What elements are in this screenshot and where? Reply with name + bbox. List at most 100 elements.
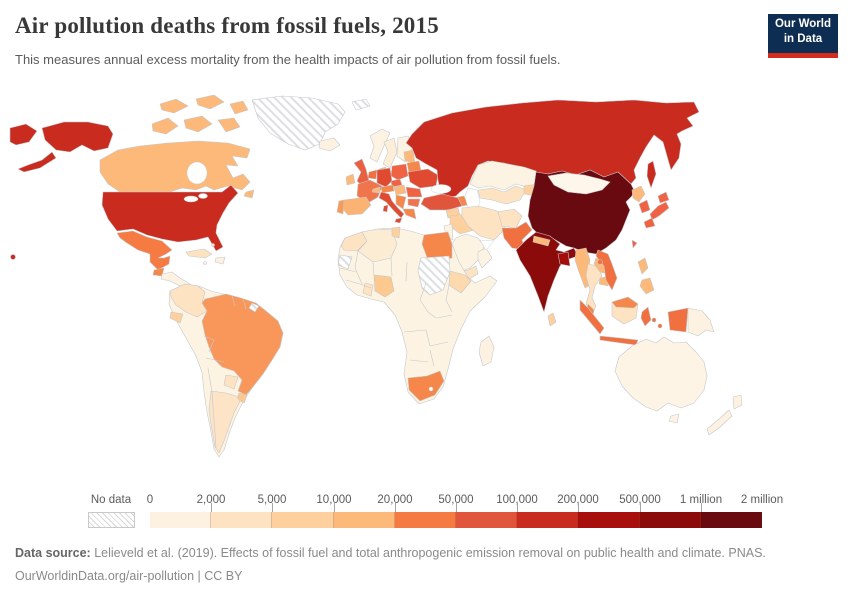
- country-indonesia-maluku[interactable]: [651, 317, 657, 323]
- country-mexico[interactable]: [116, 230, 173, 271]
- country-malaysia-borneo[interactable]: [611, 296, 639, 309]
- country-afghanistan[interactable]: [497, 208, 523, 229]
- country-australia[interactable]: [614, 336, 708, 412]
- country-mongolia[interactable]: [547, 172, 611, 195]
- legend-tick-label: 20,000: [377, 494, 413, 506]
- legend-color-swatch-8[interactable]: [640, 512, 701, 528]
- country-russia-sakhalin[interactable]: [646, 160, 657, 189]
- country-thailand[interactable]: [585, 263, 603, 315]
- country-ukraine[interactable]: [407, 168, 439, 189]
- country-ethiopia[interactable]: [448, 270, 472, 294]
- country-tunisia[interactable]: [391, 226, 401, 239]
- country-bulgaria[interactable]: [407, 198, 421, 208]
- country-greece[interactable]: [402, 208, 417, 220]
- country-nigeria[interactable]: [373, 274, 395, 298]
- legend-color-swatch-1[interactable]: [211, 512, 272, 528]
- country-hispaniola[interactable]: [214, 256, 226, 265]
- country-austria[interactable]: [380, 184, 395, 194]
- country-indonesia-papua[interactable]: [667, 307, 689, 333]
- country-china[interactable]: [527, 169, 635, 255]
- country-china-hainan[interactable]: [597, 259, 603, 265]
- country-russia-chukotka[interactable]: [9, 123, 38, 146]
- country-indonesia-sumatra[interactable]: [579, 299, 605, 335]
- country-central-asia[interactable]: [477, 185, 527, 205]
- country-lesotho[interactable]: [428, 386, 434, 392]
- country-germany[interactable]: [376, 167, 393, 188]
- country-portugal[interactable]: [336, 199, 345, 215]
- country-japan-kyushu[interactable]: [643, 217, 656, 229]
- country-norway[interactable]: [369, 128, 391, 163]
- country-bahamas[interactable]: [211, 243, 215, 247]
- country-sri-lanka[interactable]: [547, 312, 557, 327]
- legend-tick: [517, 503, 518, 512]
- country-indonesia-sulawesi[interactable]: [640, 306, 652, 327]
- country-italy-sicily[interactable]: [394, 217, 403, 224]
- country-switzerland[interactable]: [371, 186, 381, 194]
- legend-color-swatch-9[interactable]: [701, 512, 762, 528]
- legend-color-swatch-2[interactable]: [272, 512, 334, 528]
- country-new-zealand-north[interactable]: [732, 394, 743, 410]
- country-romania[interactable]: [405, 186, 423, 198]
- owid-logo[interactable]: Our World in Data: [768, 14, 838, 58]
- legend-color-swatch-5[interactable]: [456, 512, 517, 528]
- country-japan-hokkaido[interactable]: [657, 191, 670, 204]
- country-bangladesh[interactable]: [557, 251, 571, 267]
- legend-color-swatch-6[interactable]: [517, 512, 578, 528]
- country-usa-aleutians[interactable]: [17, 151, 57, 173]
- country-poland[interactable]: [390, 163, 409, 181]
- country-greenland-no-data[interactable]: [251, 95, 346, 151]
- country-sweden[interactable]: [382, 137, 398, 169]
- country-iran[interactable]: [461, 205, 507, 241]
- legend-no-data-swatch[interactable]: [88, 512, 135, 528]
- country-australia-tasmania[interactable]: [668, 413, 680, 424]
- country-madagascar[interactable]: [478, 335, 495, 367]
- country-india[interactable]: [515, 231, 579, 313]
- country-usa-hawaii[interactable]: [10, 254, 16, 260]
- world-map[interactable]: [0, 95, 850, 493]
- country-usa-alaska[interactable]: [41, 121, 114, 153]
- country-egypt[interactable]: [421, 231, 453, 261]
- owid-link-line[interactable]: OurWorldinData.org/air-pollution | CC BY: [15, 569, 243, 583]
- country-uruguay[interactable]: [236, 392, 248, 404]
- country-usa[interactable]: [101, 184, 239, 252]
- country-benelux[interactable]: [367, 169, 378, 180]
- country-ecuador[interactable]: [169, 311, 184, 324]
- country-philippines-luzon[interactable]: [637, 257, 649, 275]
- country-cuba[interactable]: [185, 248, 213, 259]
- country-turkey[interactable]: [420, 193, 463, 211]
- legend-color-swatch-3[interactable]: [334, 512, 395, 528]
- country-french-guiana-no-data[interactable]: [248, 302, 260, 313]
- country-taiwan[interactable]: [631, 239, 638, 249]
- country-nepal[interactable]: [532, 235, 551, 247]
- country-south-africa[interactable]: [407, 370, 445, 402]
- country-ireland[interactable]: [345, 173, 356, 186]
- legend-color-swatch-0[interactable]: [150, 512, 211, 528]
- country-sudan-no-data[interactable]: [417, 255, 451, 296]
- country-paraguay[interactable]: [223, 374, 239, 390]
- country-canada-arctic-islands[interactable]: [151, 95, 249, 135]
- country-north-korea[interactable]: [631, 185, 646, 203]
- legend-color-swatch-7[interactable]: [578, 512, 640, 528]
- country-western-sahara-no-data[interactable]: [337, 254, 353, 270]
- country-spain[interactable]: [340, 196, 372, 216]
- country-canada-newfoundland[interactable]: [243, 189, 255, 199]
- country-papua-new-guinea[interactable]: [687, 307, 715, 337]
- country-oman[interactable]: [477, 247, 493, 269]
- country-japan-honshu[interactable]: [649, 201, 670, 221]
- country-jamaica[interactable]: [203, 261, 207, 265]
- country-canada[interactable]: [99, 140, 251, 193]
- country-south-korea[interactable]: [638, 199, 651, 214]
- country-pakistan[interactable]: [501, 221, 533, 251]
- country-indonesia-maluku-2[interactable]: [657, 323, 663, 329]
- country-balkans[interactable]: [395, 194, 407, 210]
- country-argentina[interactable]: [208, 390, 241, 454]
- legend-color-swatch-4[interactable]: [395, 512, 456, 528]
- country-iceland[interactable]: [318, 137, 341, 152]
- country-italy[interactable]: [378, 191, 405, 219]
- country-new-zealand-south[interactable]: [706, 409, 733, 436]
- country-hungary[interactable]: [393, 184, 407, 196]
- country-svalbard-no-data[interactable]: [351, 98, 371, 111]
- country-indonesia-java[interactable]: [599, 335, 639, 346]
- country-philippines-mindanao[interactable]: [639, 277, 655, 295]
- country-italy-sardinia[interactable]: [382, 204, 389, 213]
